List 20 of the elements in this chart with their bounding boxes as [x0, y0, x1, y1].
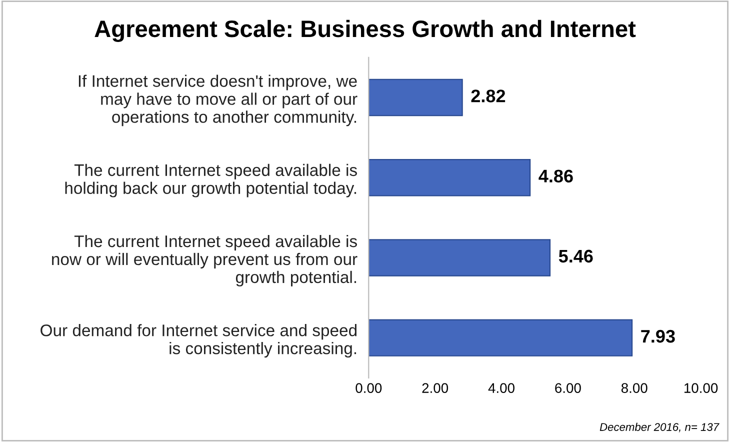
data-label: 7.93	[641, 330, 675, 343]
y-tick-label: Our demand for Internet service and speed is consistently increasing.	[40, 324, 356, 358]
x-tick-label: 10.00	[684, 383, 718, 393]
x-tick-label: 2.00	[422, 383, 448, 393]
y-tick-label: If Internet service doesn't improve, we may have to move all or part of our operations to another community.	[78, 74, 358, 126]
bar	[368, 239, 551, 276]
chart-title: Agreement Scale: Business Growth and Internet	[94, 20, 636, 42]
bar	[368, 319, 633, 356]
bar	[368, 159, 531, 196]
data-label: 5.46	[558, 250, 593, 263]
bar	[368, 78, 463, 116]
x-tick-label: 6.00	[555, 383, 581, 393]
x-tick-label: 8.00	[621, 383, 648, 393]
text: December 2016, n= 137	[600, 422, 720, 432]
y-tick-label: The current Internet speed available is holding back our growth potential today.	[65, 164, 357, 198]
data-label: 2.82	[471, 90, 506, 102]
data-label: 4.86	[538, 170, 573, 182]
y-tick-label: The current Internet speed available is now or will eventually prevent us from our growth potential.	[52, 234, 358, 286]
x-tick-label: 0.00	[356, 383, 382, 393]
x-tick-label: 4.00	[488, 383, 514, 393]
